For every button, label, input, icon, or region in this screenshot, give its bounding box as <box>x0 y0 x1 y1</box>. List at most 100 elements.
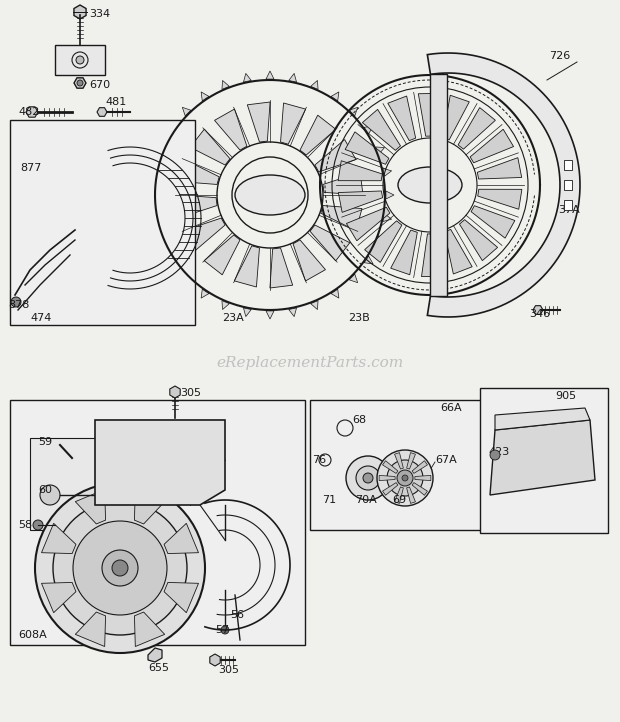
Polygon shape <box>443 95 469 140</box>
Polygon shape <box>95 420 225 505</box>
Polygon shape <box>300 116 336 155</box>
Text: 71: 71 <box>322 495 336 505</box>
Text: 59: 59 <box>38 437 52 447</box>
Ellipse shape <box>402 475 408 481</box>
Polygon shape <box>412 482 427 495</box>
Polygon shape <box>338 161 383 180</box>
Polygon shape <box>167 126 176 134</box>
Text: 23A: 23A <box>222 313 244 323</box>
Polygon shape <box>533 305 543 314</box>
Polygon shape <box>75 612 105 646</box>
Polygon shape <box>164 583 198 613</box>
Ellipse shape <box>397 470 413 486</box>
Text: 608A: 608A <box>18 630 46 640</box>
Bar <box>564 160 572 170</box>
Polygon shape <box>376 147 384 155</box>
Polygon shape <box>266 71 274 79</box>
Polygon shape <box>74 78 86 88</box>
Polygon shape <box>383 214 392 222</box>
Text: 58: 58 <box>18 520 32 530</box>
Polygon shape <box>407 487 415 503</box>
Polygon shape <box>311 80 318 90</box>
Text: 481: 481 <box>105 97 126 107</box>
Polygon shape <box>471 206 515 238</box>
Polygon shape <box>379 475 395 481</box>
Bar <box>310 400 495 530</box>
Polygon shape <box>10 290 22 310</box>
Polygon shape <box>177 195 217 217</box>
Polygon shape <box>201 92 209 101</box>
Polygon shape <box>445 230 472 274</box>
Polygon shape <box>55 45 105 75</box>
Ellipse shape <box>112 560 128 576</box>
Ellipse shape <box>346 456 390 500</box>
Polygon shape <box>289 74 296 82</box>
Polygon shape <box>470 129 513 162</box>
Polygon shape <box>478 189 522 209</box>
Polygon shape <box>289 308 296 317</box>
Text: 69: 69 <box>392 495 406 505</box>
Polygon shape <box>459 219 498 261</box>
Polygon shape <box>363 109 401 150</box>
Polygon shape <box>167 256 176 264</box>
Polygon shape <box>293 240 326 281</box>
Text: 60: 60 <box>38 485 52 495</box>
Polygon shape <box>204 235 240 275</box>
Polygon shape <box>349 274 358 283</box>
Ellipse shape <box>102 550 138 586</box>
Polygon shape <box>388 96 415 141</box>
Polygon shape <box>280 103 306 144</box>
Polygon shape <box>234 246 259 287</box>
Text: 67A: 67A <box>435 455 457 465</box>
Polygon shape <box>178 160 219 184</box>
Text: 474: 474 <box>30 313 51 323</box>
Ellipse shape <box>363 473 373 483</box>
Text: 57: 57 <box>215 625 229 635</box>
Polygon shape <box>331 290 339 298</box>
Text: 726: 726 <box>549 51 570 61</box>
Polygon shape <box>148 168 157 176</box>
Text: 68: 68 <box>352 415 366 425</box>
Polygon shape <box>331 92 339 101</box>
Polygon shape <box>415 475 431 481</box>
Polygon shape <box>321 206 362 230</box>
Polygon shape <box>364 256 373 264</box>
Polygon shape <box>247 102 270 142</box>
Polygon shape <box>210 654 220 666</box>
Polygon shape <box>222 300 229 310</box>
Polygon shape <box>339 191 383 212</box>
Polygon shape <box>184 218 225 251</box>
Ellipse shape <box>53 501 187 635</box>
Polygon shape <box>244 308 251 317</box>
Polygon shape <box>201 290 209 298</box>
Polygon shape <box>215 109 247 150</box>
Text: 482: 482 <box>18 107 40 117</box>
Ellipse shape <box>235 175 305 215</box>
Polygon shape <box>383 168 392 176</box>
Text: 423: 423 <box>488 447 509 457</box>
Polygon shape <box>349 108 358 116</box>
Ellipse shape <box>33 520 43 530</box>
Polygon shape <box>148 648 162 662</box>
Ellipse shape <box>387 460 423 496</box>
Ellipse shape <box>40 485 60 505</box>
Polygon shape <box>394 453 404 469</box>
Text: 670: 670 <box>89 80 110 90</box>
Polygon shape <box>490 420 595 495</box>
Polygon shape <box>146 191 154 199</box>
Polygon shape <box>135 490 165 524</box>
Ellipse shape <box>35 483 205 653</box>
Polygon shape <box>365 221 402 262</box>
Ellipse shape <box>356 466 380 490</box>
Polygon shape <box>458 108 495 149</box>
Polygon shape <box>323 173 363 195</box>
Polygon shape <box>364 126 373 134</box>
Polygon shape <box>427 53 580 317</box>
Polygon shape <box>383 482 398 495</box>
Ellipse shape <box>221 626 229 634</box>
Text: eReplacementParts.com: eReplacementParts.com <box>216 356 404 370</box>
Polygon shape <box>386 191 394 199</box>
Polygon shape <box>156 235 164 243</box>
Ellipse shape <box>490 450 500 460</box>
Ellipse shape <box>77 80 83 86</box>
